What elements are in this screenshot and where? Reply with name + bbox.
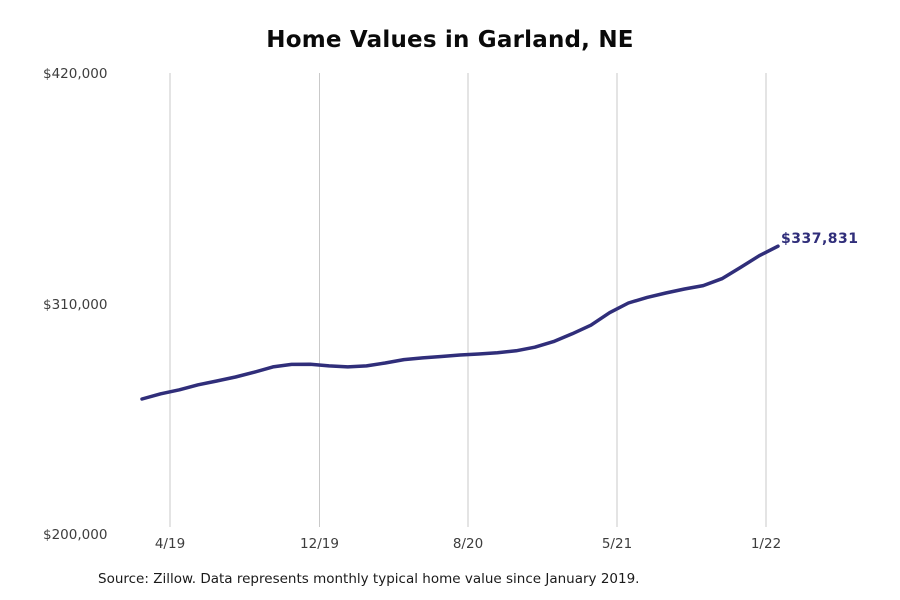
y-tick-label: $420,000 [43, 66, 108, 82]
y-tick-label: $310,000 [43, 296, 108, 313]
x-tick-label: 12/19 [300, 536, 339, 552]
x-tick-label: 5/21 [601, 536, 633, 552]
y-tick-label: $200,000 [43, 527, 108, 543]
source-note: Source: Zillow. Data represents monthly … [98, 571, 640, 587]
x-tick-label: 8/20 [452, 536, 484, 552]
home-value-line [140, 244, 780, 401]
x-tick-label: 1/22 [750, 536, 782, 552]
final-value-label: $337,831 [781, 231, 859, 247]
chart-title: Home Values in Garland, NE [266, 27, 634, 53]
x-tick-label: 4/19 [154, 536, 186, 552]
